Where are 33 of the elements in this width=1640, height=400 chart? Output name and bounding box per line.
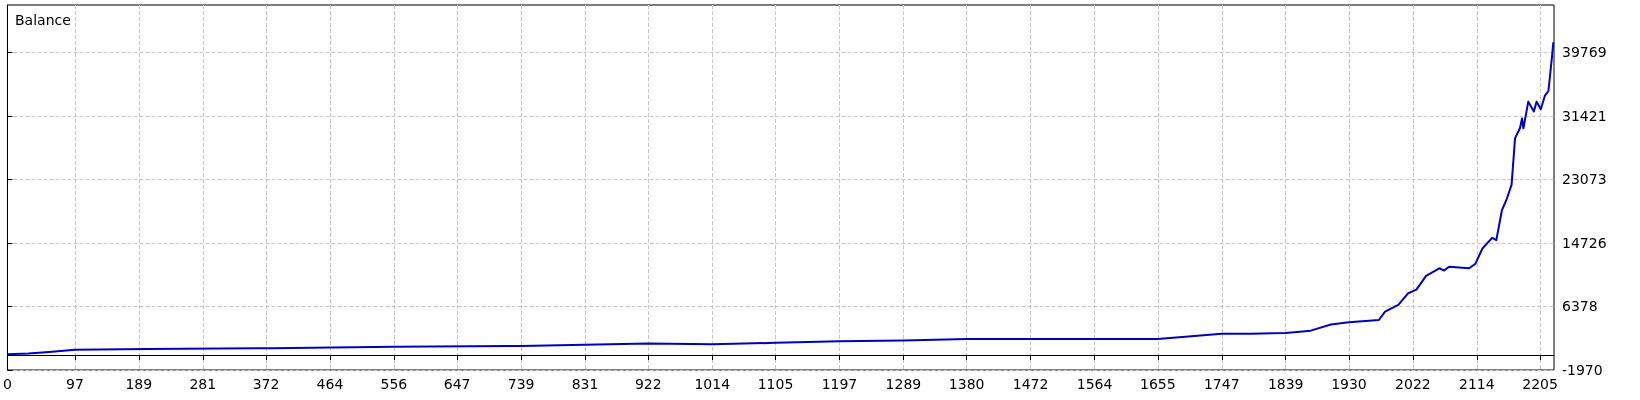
y-tick-label: 23073: [1562, 171, 1607, 188]
x-tick-label: 1839: [1267, 376, 1304, 392]
x-tick-label: 1930: [1331, 376, 1367, 392]
y-tick-label: 31421: [1562, 107, 1607, 124]
x-tick-label: 2205: [1522, 376, 1558, 392]
x-tick-label: 189: [125, 376, 153, 392]
x-tick-label: 1747: [1203, 376, 1240, 392]
x-tick-label: 1289: [885, 376, 922, 392]
y-tick-label: -1970: [1562, 362, 1603, 378]
x-tick-label: 2114: [1459, 376, 1495, 392]
x-tick-label: 1655: [1139, 376, 1176, 392]
x-tick-label: 0: [2, 376, 12, 392]
line-series: [6, 41, 1555, 356]
x-tick-label: 1564: [1076, 376, 1113, 392]
x-tick-label: 1197: [821, 376, 858, 392]
x-tick-label: 372: [252, 376, 280, 392]
x-tick-label: 464: [316, 376, 344, 392]
x-tick-label: 1105: [757, 376, 794, 392]
x-tick-label: 1014: [694, 376, 731, 392]
x-tick-label: 281: [189, 376, 217, 392]
y-tick-label: 39769: [1562, 44, 1607, 61]
x-tick-label: 556: [380, 376, 408, 392]
x-tick-label: 922: [634, 376, 662, 392]
x-tick-label: 97: [65, 376, 84, 392]
y-tick-label: 6378: [1562, 298, 1598, 315]
y-tick-label: 14726: [1562, 234, 1607, 251]
x-tick-label: 831: [571, 376, 599, 392]
x-tick-label: 2022: [1395, 376, 1431, 392]
text: Balance: [15, 12, 71, 28]
x-tick-label: 647: [443, 376, 471, 392]
x-tick-label: 1380: [948, 376, 985, 392]
x-tick-label: 1472: [1012, 376, 1049, 392]
x-tick-label: 739: [507, 376, 535, 392]
